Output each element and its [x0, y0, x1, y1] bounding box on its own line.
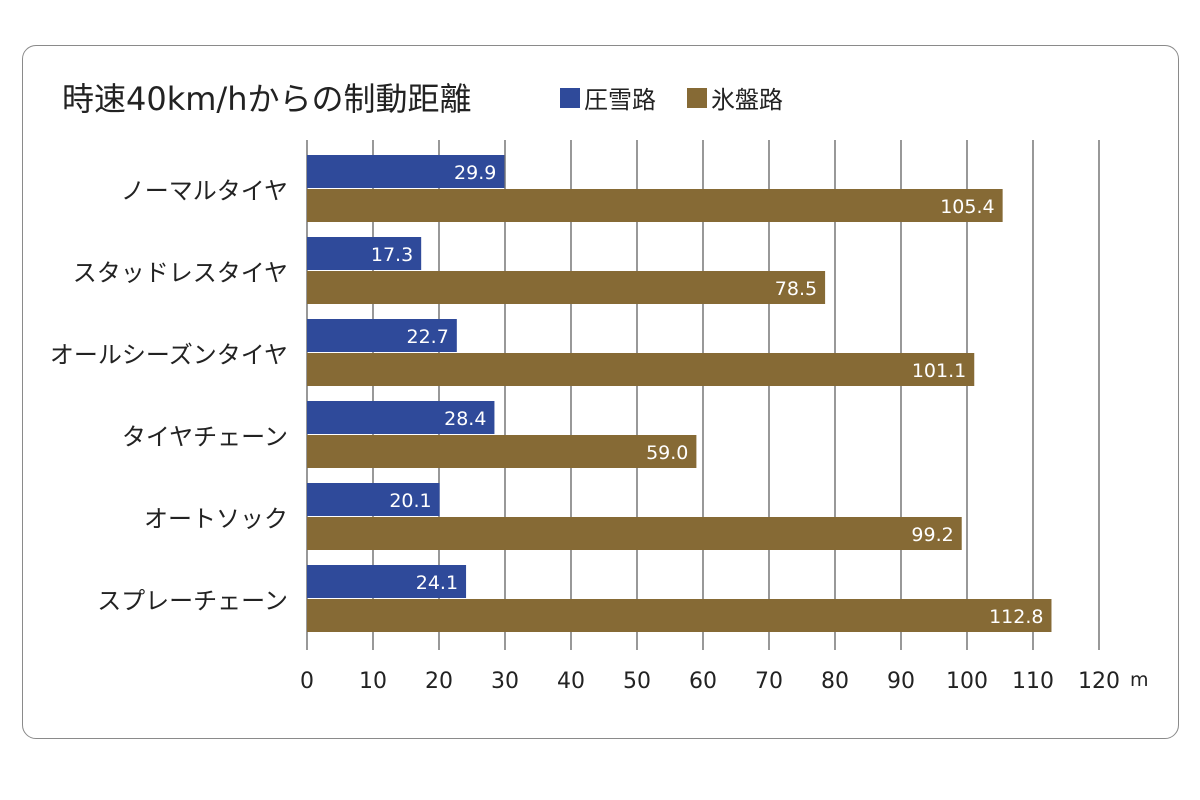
data-label: 28.4	[444, 408, 486, 430]
data-label: 17.3	[371, 244, 413, 266]
category-label: スタッドレスタイヤ	[73, 259, 288, 287]
data-label: 22.7	[407, 326, 449, 348]
data-label: 112.8	[989, 606, 1043, 628]
data-label: 105.4	[940, 196, 994, 218]
x-unit-label: m	[1130, 669, 1149, 691]
legend-swatch-ice	[687, 87, 707, 108]
data-label: 101.1	[912, 360, 966, 382]
category-label: タイヤチェーン	[122, 423, 288, 451]
legend-swatch-snow	[560, 87, 580, 108]
x-tick-label: 110	[1012, 669, 1054, 694]
x-tick-label: 20	[425, 669, 453, 694]
bar-ice	[307, 517, 962, 550]
legend-label-ice: 氷盤路	[711, 86, 783, 114]
bar-ice	[307, 353, 975, 386]
data-label: 29.9	[454, 162, 496, 184]
x-tick-label: 50	[623, 669, 651, 694]
category-label: スプレーチェーン	[97, 587, 288, 615]
x-tick-label: 90	[887, 669, 915, 694]
x-tick-label: 40	[557, 669, 585, 694]
x-tick-label: 120	[1078, 669, 1120, 694]
bar-ice	[307, 435, 697, 468]
bar-ice	[307, 189, 1003, 222]
x-tick-label: 0	[300, 669, 314, 694]
x-tick-label: 10	[359, 669, 387, 694]
category-label: ノーマルタイヤ	[121, 177, 288, 205]
data-label: 20.1	[389, 490, 431, 512]
bar-snow	[307, 319, 457, 352]
legend-item-ice: 氷盤路	[687, 80, 783, 115]
bar-ice	[307, 599, 1052, 632]
x-tick-label: 70	[755, 669, 783, 694]
category-label: オートソック	[144, 505, 288, 533]
x-tick-label: 100	[946, 669, 988, 694]
bar-ice	[307, 271, 826, 304]
chart-panel	[22, 45, 1179, 739]
bar-snow	[307, 565, 467, 598]
bar-snow	[307, 401, 495, 434]
chart-title: 時速40km/hからの制動距離	[62, 80, 472, 118]
data-label: 59.0	[646, 442, 688, 464]
bar-snow	[307, 237, 422, 270]
x-tick-label: 60	[689, 669, 717, 694]
data-label: 99.2	[911, 524, 953, 546]
legend-label-snow: 圧雪路	[584, 86, 656, 114]
legend-item-snow: 圧雪路	[560, 80, 656, 115]
data-label: 78.5	[775, 278, 817, 300]
data-label: 24.1	[416, 572, 458, 594]
x-tick-label: 80	[821, 669, 849, 694]
category-label: オールシーズンタイヤ	[50, 341, 288, 369]
bar-snow	[307, 483, 440, 516]
bar-snow	[307, 155, 505, 188]
x-tick-label: 30	[491, 669, 519, 694]
